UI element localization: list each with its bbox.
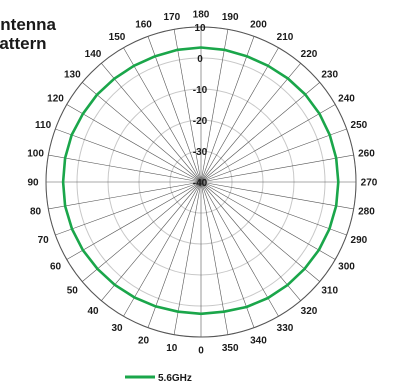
- legend: 5.6GHz: [125, 373, 192, 384]
- grid-spoke: [48, 154, 202, 183]
- grid-spoke: [123, 181, 202, 317]
- angle-tick-label: 340: [250, 335, 267, 346]
- angle-tick-label: 30: [111, 323, 123, 334]
- angle-tick-label: 130: [64, 70, 81, 81]
- grid-spoke: [200, 36, 255, 183]
- angle-tick-label: 220: [301, 49, 318, 60]
- grid-spoke: [173, 29, 202, 183]
- radial-tick-label: -20: [193, 116, 208, 127]
- angle-tick-label: 160: [135, 20, 152, 31]
- angle-tick-label: 280: [358, 207, 375, 218]
- angle-tick-label: 20: [138, 335, 150, 346]
- angle-tick-label: 100: [27, 148, 44, 159]
- grid-spoke: [55, 128, 202, 183]
- angle-tick-label: 110: [35, 120, 52, 131]
- grid-spoke: [200, 104, 336, 183]
- grid-spoke: [101, 181, 202, 301]
- angle-tick-label: 350: [222, 343, 239, 354]
- angle-tick-label: 260: [358, 148, 375, 159]
- angle-tick-label: 0: [198, 346, 204, 357]
- grid-spoke: [200, 181, 347, 236]
- angle-tick-label: 230: [321, 70, 338, 81]
- radial-labels: -40 -30 -20 -10 0 10: [193, 23, 208, 189]
- radial-tick-label: 0: [197, 54, 203, 65]
- grid-spoke: [147, 36, 202, 183]
- angle-tick-label: 250: [351, 120, 368, 131]
- angle-tick-label: 70: [38, 235, 50, 246]
- chart-title: Antenna Pattern: [0, 15, 56, 53]
- angle-tick-label: 150: [109, 32, 126, 43]
- radial-tick-label: 10: [194, 23, 206, 34]
- angle-labels: 0102030405060708090100110120130140150160…: [27, 10, 378, 357]
- grid-spoke: [200, 181, 354, 210]
- angle-tick-label: 140: [85, 49, 102, 60]
- angle-tick-label: 200: [250, 20, 267, 31]
- grid-spoke: [55, 181, 202, 236]
- angle-tick-label: 270: [361, 178, 378, 189]
- grid-spoke: [66, 104, 202, 183]
- grid-spoke: [101, 63, 202, 183]
- grid-spoke: [147, 181, 202, 328]
- grid-spoke: [200, 181, 279, 317]
- grid-spoke: [200, 181, 336, 260]
- series-layer: [61, 46, 340, 316]
- grid-spoke: [173, 181, 202, 335]
- grid-spoke: [200, 181, 301, 301]
- grid-spoke: [200, 63, 301, 183]
- angle-tick-label: 170: [163, 12, 180, 23]
- angle-tick-label: 90: [27, 178, 39, 189]
- angle-tick-label: 210: [277, 32, 294, 43]
- angle-tick-label: 290: [351, 235, 368, 246]
- series-line: [61, 46, 340, 316]
- angle-tick-label: 40: [87, 306, 99, 317]
- angle-tick-label: 120: [47, 94, 64, 105]
- polar-grid: [45, 26, 357, 338]
- grid-spoke: [82, 181, 202, 282]
- grid-spoke: [200, 82, 320, 183]
- grid-spoke: [200, 181, 320, 282]
- angle-tick-label: 180: [193, 10, 210, 21]
- grid-spoke: [48, 181, 202, 210]
- grid-spoke: [200, 181, 255, 328]
- chart-title-line-1: Antenna: [0, 15, 56, 34]
- chart-title-line-2: Pattern: [0, 34, 47, 53]
- radial-tick-label: -40: [193, 178, 208, 189]
- grid-spoke: [200, 29, 229, 183]
- angle-tick-label: 190: [222, 12, 239, 23]
- radial-tick-label: -10: [193, 85, 208, 96]
- angle-tick-label: 50: [67, 285, 79, 296]
- radial-tick-label: -30: [193, 147, 208, 158]
- grid-spoke: [200, 181, 229, 335]
- angle-tick-label: 310: [321, 285, 338, 296]
- grid-spoke: [200, 128, 347, 183]
- grid-spoke: [123, 47, 202, 183]
- grid-spoke: [200, 47, 279, 183]
- grid-spoke: [66, 181, 202, 260]
- angle-tick-label: 60: [50, 262, 62, 273]
- angle-tick-label: 240: [338, 94, 355, 105]
- grid-spoke: [82, 82, 202, 183]
- legend-label: 5.6GHz: [158, 373, 192, 384]
- grid-spoke: [200, 154, 354, 183]
- angle-tick-label: 10: [166, 343, 178, 354]
- angle-tick-label: 320: [301, 306, 318, 317]
- angle-tick-label: 80: [30, 207, 42, 218]
- angle-tick-label: 300: [338, 262, 355, 273]
- angle-tick-label: 330: [277, 323, 294, 334]
